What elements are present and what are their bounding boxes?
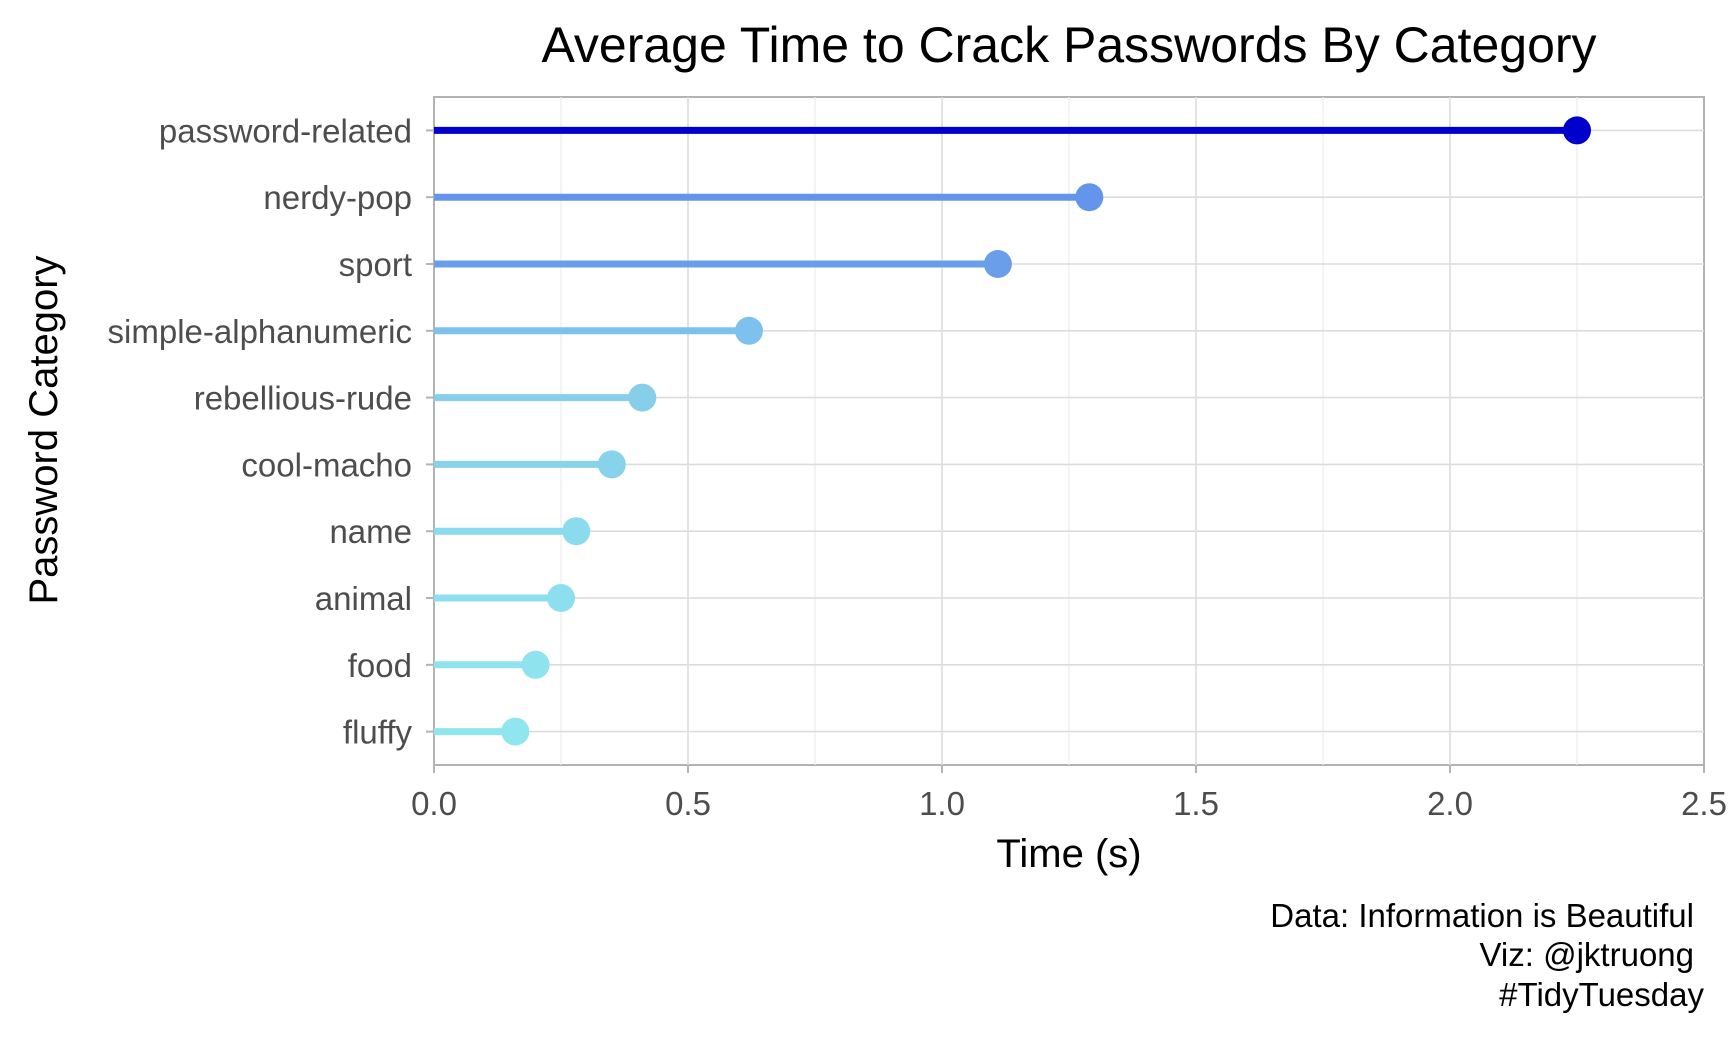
y-tick-label-rebellious-rude: rebellious-rude <box>194 380 412 417</box>
y-tick-label-nerdy-pop: nerdy-pop <box>263 179 412 216</box>
x-tick-label: 1.5 <box>1173 785 1219 822</box>
y-tick-label-name: name <box>329 513 412 550</box>
y-tick-label-cool-macho: cool-macho <box>241 446 412 483</box>
x-tick-label: 2.5 <box>1681 785 1727 822</box>
y-tick-label-password-related: password-related <box>159 112 412 149</box>
caption: Data: Information is Beautiful Viz: @jkt… <box>1270 897 1704 1013</box>
lollipop-point-fluffy <box>501 717 530 746</box>
caption-line-data: Data: Information is Beautiful <box>1270 897 1694 934</box>
chart-title: Average Time to Crack Passwords By Categ… <box>541 17 1596 73</box>
x-axis-title: Time (s) <box>996 832 1141 876</box>
lollipop-point-rebellious-rude <box>628 383 657 412</box>
x-tick-labels: 0.0 0.5 1.0 1.5 2.0 2.5 <box>411 785 1727 822</box>
caption-line-hashtag: #TidyTuesday <box>1499 976 1704 1013</box>
lollipop-point-name <box>562 517 591 546</box>
x-tick-label: 1.0 <box>919 785 965 822</box>
y-tick-labels: password-related nerdy-pop sport simple-alp… <box>108 112 413 750</box>
y-axis-title: Password Category <box>22 255 66 604</box>
x-tick-label: 2.0 <box>1427 785 1473 822</box>
y-tick-label-food: food <box>348 647 412 684</box>
lollipop-point-animal <box>547 584 575 612</box>
lollipop-point-simple-alphanumeric <box>734 316 763 345</box>
y-tick-label-simple-alphanumeric: simple-alphanumeric <box>108 313 412 350</box>
y-tick-label-fluffy: fluffy <box>343 714 413 751</box>
data-marks <box>434 116 1591 746</box>
y-tick-label-sport: sport <box>339 246 412 283</box>
x-tick-label: 0.5 <box>665 785 711 822</box>
lollipop-point-sport <box>983 250 1012 278</box>
y-tick-label-animal: animal <box>315 580 412 617</box>
lollipop-point-cool-macho <box>597 450 626 479</box>
lollipop-point-food <box>521 650 550 679</box>
lollipop-point-nerdy-pop <box>1075 183 1104 212</box>
x-tick-label: 0.0 <box>411 785 457 822</box>
lollipop-point-password-related <box>1563 116 1591 145</box>
caption-line-viz: Viz: @jktruong <box>1480 936 1694 973</box>
